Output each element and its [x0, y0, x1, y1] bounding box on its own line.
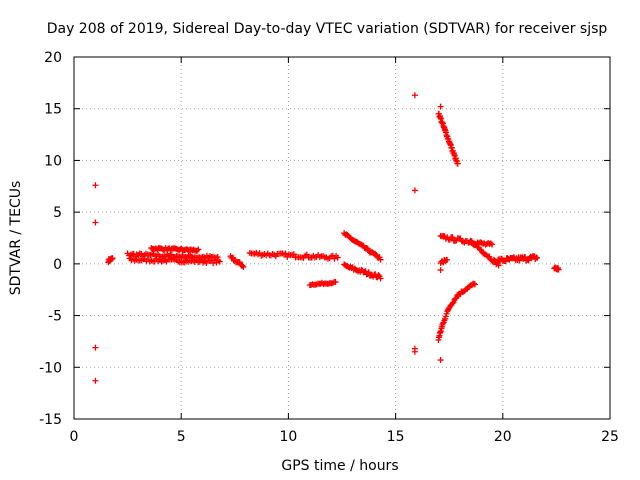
y-tick-label: -5	[48, 309, 62, 325]
y-tick-label: 10	[44, 153, 62, 169]
x-tick-label: 20	[494, 429, 512, 445]
data-point	[377, 275, 384, 282]
x-axis-label: GPS time / hours	[281, 458, 398, 474]
data-point	[240, 263, 247, 270]
data-point	[437, 103, 444, 110]
data-point	[363, 245, 370, 252]
data-point	[375, 272, 382, 279]
data-point	[449, 234, 456, 241]
data-point	[365, 269, 372, 276]
data-point	[452, 295, 459, 302]
x-tick-label: 25	[601, 429, 619, 445]
data-point	[372, 250, 379, 257]
data-point	[493, 259, 500, 266]
data-point	[179, 251, 186, 258]
data-point	[334, 254, 341, 261]
axis-ticks: 0 5 10 15 20 25 -15 -10 -5 0 5 10 15 20	[39, 50, 619, 445]
y-axis-label: SDTVAR / TECUs	[8, 181, 24, 296]
data-point	[489, 241, 496, 248]
y-tick-label: 5	[53, 205, 62, 221]
data-point	[534, 254, 541, 261]
data-point	[411, 92, 418, 99]
grid-lines	[74, 57, 610, 419]
y-tick-label: 0	[53, 257, 62, 273]
data-point	[453, 294, 460, 301]
data-point	[216, 258, 223, 265]
y-tick-label: 15	[44, 102, 62, 118]
data-point	[411, 187, 418, 194]
data-point	[437, 267, 444, 274]
data-point	[195, 246, 202, 253]
data-points	[92, 92, 562, 384]
data-point	[454, 160, 461, 167]
chart-title: Day 208 of 2019, Sidereal Day-to-day VTE…	[47, 21, 608, 37]
data-point	[372, 271, 379, 278]
data-point	[525, 257, 532, 264]
y-tick-label: 20	[44, 50, 62, 66]
x-tick-label: 5	[177, 429, 186, 445]
x-tick-label: 10	[279, 429, 297, 445]
data-point	[555, 266, 562, 273]
plot-frame	[73, 56, 611, 420]
data-point	[92, 219, 99, 226]
data-point	[442, 313, 449, 320]
data-point	[411, 348, 418, 355]
y-tick-label: -15	[39, 412, 62, 428]
data-point	[92, 182, 99, 189]
data-point	[468, 238, 475, 245]
data-point	[92, 377, 99, 384]
data-point	[194, 247, 201, 254]
data-point	[449, 300, 456, 307]
data-point	[444, 256, 451, 263]
data-point	[487, 240, 494, 247]
data-point	[109, 255, 116, 262]
data-point	[470, 280, 477, 287]
data-point	[332, 279, 339, 286]
x-tick-label: 0	[70, 429, 79, 445]
data-point	[457, 235, 464, 242]
x-tick-label: 15	[387, 429, 405, 445]
data-point	[471, 281, 478, 288]
data-point	[282, 250, 289, 257]
y-tick-label: -10	[39, 360, 62, 376]
data-point	[92, 344, 99, 351]
data-point	[377, 256, 384, 263]
data-point	[437, 357, 444, 364]
data-point	[290, 251, 297, 258]
